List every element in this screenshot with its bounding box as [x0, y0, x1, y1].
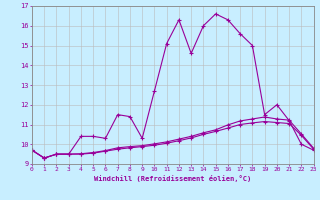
X-axis label: Windchill (Refroidissement éolien,°C): Windchill (Refroidissement éolien,°C) — [94, 175, 252, 182]
